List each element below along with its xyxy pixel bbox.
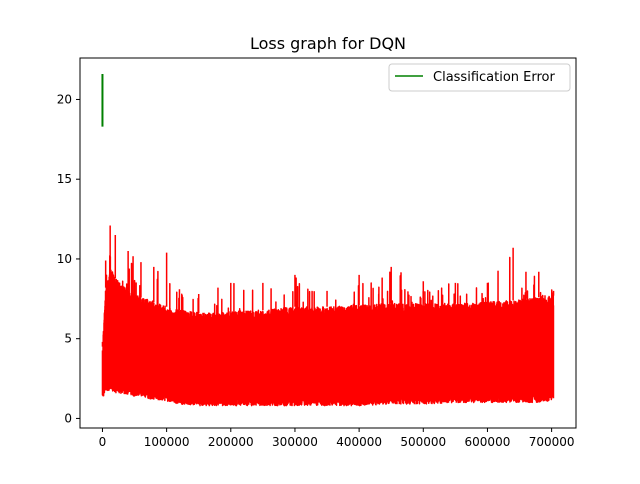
y-tick-label: 5 [64,332,72,346]
x-tick-label: 300000 [272,435,318,449]
chart-title: Loss graph for DQN [250,34,406,53]
y-tick-label: 20 [57,92,72,106]
legend-label-classification-error: Classification Error [433,70,555,85]
series-loss-line [101,225,555,407]
y-tick-label: 15 [57,172,72,186]
y-axis: 0 5 10 15 20 [57,92,80,425]
x-tick-label: 400000 [336,435,382,449]
y-tick-label: 10 [57,252,72,266]
y-tick-label: 0 [64,411,72,425]
plot-frame [79,57,577,429]
x-tick-label: 0 [99,435,107,449]
x-tick-label: 500000 [400,435,446,449]
x-tick-label: 100000 [144,435,190,449]
plot-area [101,73,555,407]
legend: Classification Error [388,63,571,92]
x-tick-label: 700000 [529,435,575,449]
x-axis: 0 100000 200000 300000 400000 500000 600000 700… [99,428,575,449]
x-tick-label: 200000 [208,435,254,449]
x-tick-label: 600000 [465,435,511,449]
legend-box [388,63,571,92]
